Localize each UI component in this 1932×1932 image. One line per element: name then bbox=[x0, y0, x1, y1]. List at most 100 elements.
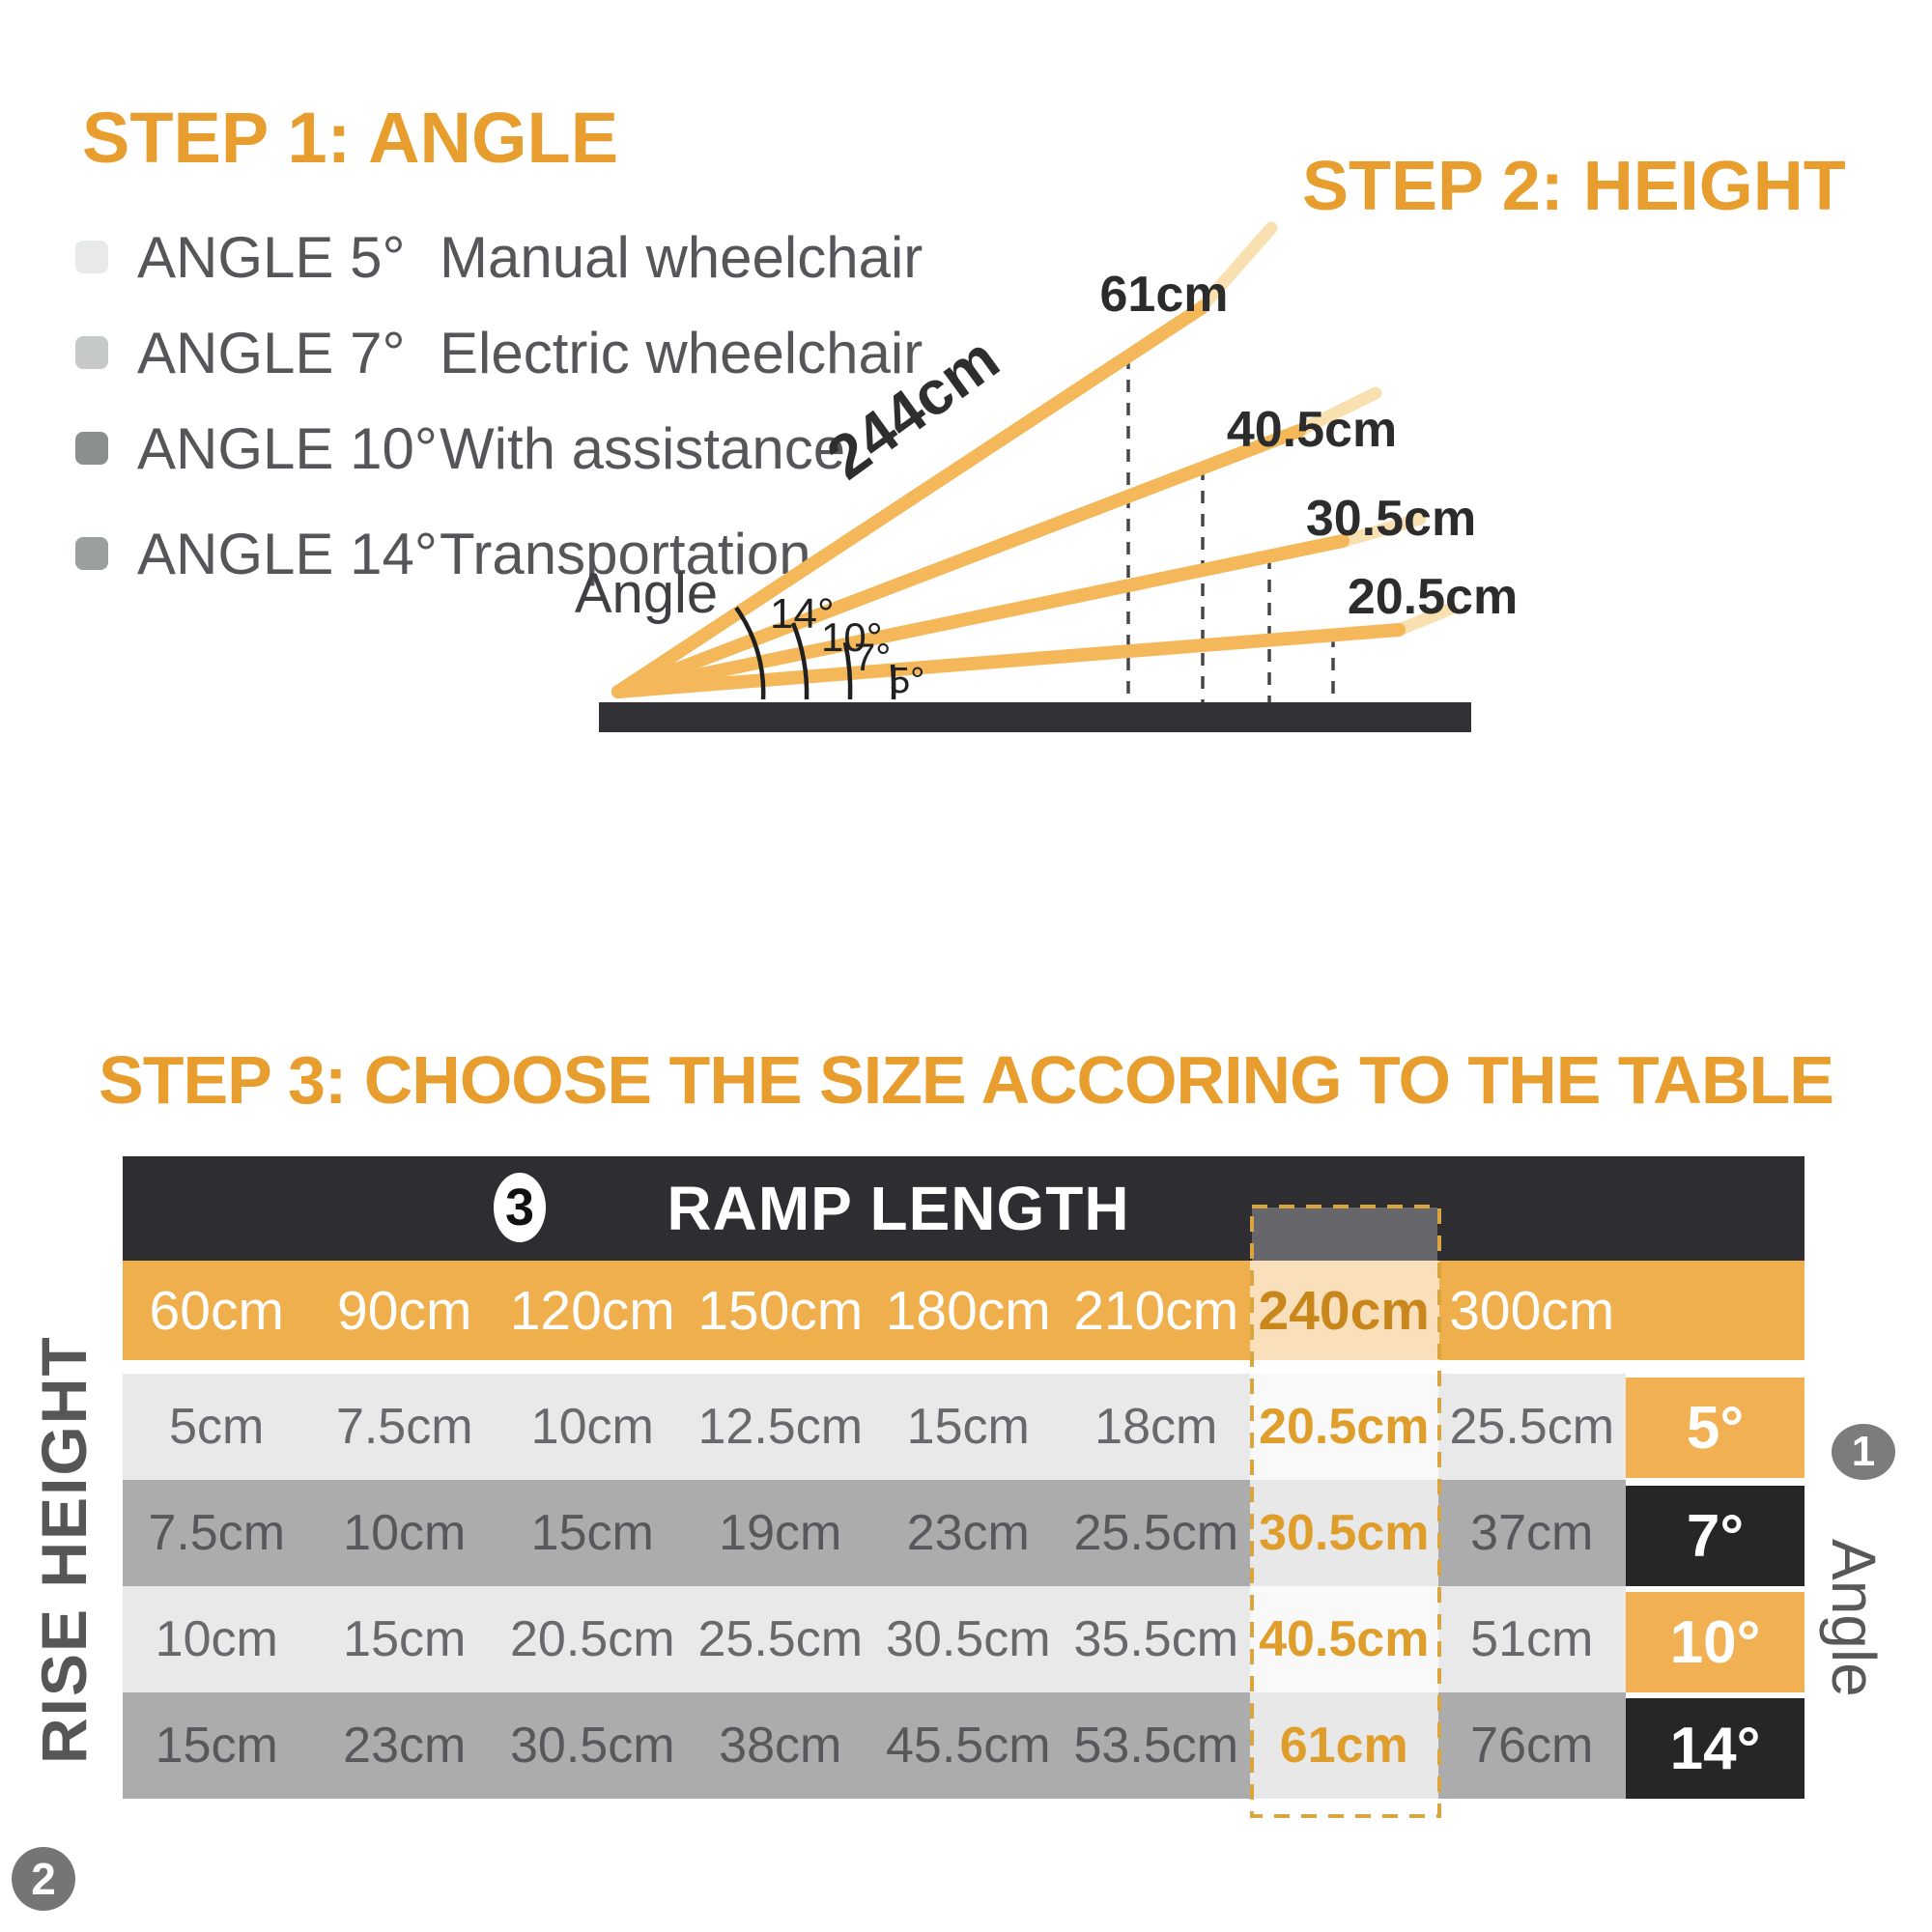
swatch-14deg-icon bbox=[75, 537, 108, 570]
angle-cell-5deg: 5° bbox=[1626, 1378, 1804, 1478]
col-header-120cm: 120cm bbox=[509, 1279, 675, 1342]
cell: 10cm bbox=[155, 1611, 278, 1667]
height-30-5cm-label: 30.5cm bbox=[1306, 491, 1476, 547]
ramp-length-244-label: 244cm bbox=[814, 324, 1011, 493]
ramp-length-header: RAMP LENGTH bbox=[667, 1174, 1130, 1243]
height-40-5cm-label: 40.5cm bbox=[1227, 402, 1397, 458]
legend-desc: Transportation bbox=[440, 521, 811, 586]
col-header-210cm: 210cm bbox=[1073, 1279, 1239, 1342]
ground-bar bbox=[599, 702, 1471, 732]
ramp-ray-7deg bbox=[611, 534, 1350, 698]
arc-10deg bbox=[790, 622, 810, 700]
table-row-14deg: 15cm 23cm 30.5cm 38cm 45.5cm 53.5cm 61cm… bbox=[123, 1692, 1626, 1799]
legend-item-14deg: ANGLE 14° Transportation bbox=[75, 505, 811, 602]
cell: 25.5cm bbox=[697, 1611, 864, 1667]
ramp-ray-5deg-tip bbox=[1390, 602, 1458, 638]
legend-label: ANGLE 10° bbox=[137, 415, 438, 481]
cell: 30.5cm bbox=[509, 1718, 675, 1774]
cell-highlighted: 61cm bbox=[1250, 1692, 1438, 1799]
cell: 53.5cm bbox=[1073, 1718, 1239, 1774]
arc-label-10deg: 10° bbox=[821, 614, 883, 660]
step-2-badge: 2 bbox=[12, 1847, 75, 1911]
ramp-ray-14deg bbox=[611, 300, 1209, 698]
cell: 19cm bbox=[719, 1505, 842, 1561]
step-3-badge: 3 bbox=[494, 1173, 546, 1242]
ramp-ray-10deg-tip bbox=[1291, 386, 1382, 439]
col-header-240cm-highlighted: 240cm bbox=[1258, 1279, 1431, 1342]
ramp-angle-diagram: Angle 244cm 61cm 40.5cm 30.5cm 20.5cm 14… bbox=[575, 221, 1518, 732]
angle-cell-7deg: 7° bbox=[1626, 1486, 1804, 1586]
legend-label: ANGLE 5° bbox=[137, 224, 406, 290]
col-header-300cm: 300cm bbox=[1449, 1279, 1615, 1342]
legend-item-7deg: ANGLE 7° Electric wheelchair bbox=[75, 304, 923, 401]
legend-desc: Manual wheelchair bbox=[440, 224, 923, 290]
col-header-150cm: 150cm bbox=[697, 1279, 864, 1342]
cell: 12.5cm bbox=[697, 1399, 864, 1455]
legend-item-5deg: ANGLE 5° Manual wheelchair bbox=[75, 209, 923, 305]
cell: 18cm bbox=[1094, 1399, 1218, 1455]
col-header-90cm: 90cm bbox=[337, 1279, 472, 1342]
column-header-row: 60cm 90cm 120cm 150cm 180cm 210cm 240cm … bbox=[123, 1261, 1804, 1360]
table-row-5deg: 5cm 7.5cm 10cm 12.5cm 15cm 18cm 20.5cm 2… bbox=[123, 1374, 1626, 1480]
cell: 23cm bbox=[343, 1718, 467, 1774]
legend-label: ANGLE 7° bbox=[137, 320, 406, 385]
swatch-10deg-icon bbox=[75, 432, 108, 465]
arc-label-14deg: 14° bbox=[770, 590, 835, 638]
cell: 51cm bbox=[1470, 1611, 1594, 1667]
table-row-10deg: 10cm 15cm 20.5cm 25.5cm 30.5cm 35.5cm 40… bbox=[123, 1586, 1626, 1692]
swatch-5deg-icon bbox=[75, 241, 108, 273]
table-row-7deg: 7.5cm 10cm 15cm 19cm 23cm 25.5cm 30.5cm … bbox=[123, 1480, 1626, 1586]
rise-height-axis-label: RISE HEIGHT bbox=[28, 1335, 99, 1764]
step-1-badge: 1 bbox=[1832, 1424, 1895, 1480]
ramp-ray-10deg bbox=[611, 424, 1306, 698]
cell: 15cm bbox=[155, 1718, 278, 1774]
legend-desc: With assistance bbox=[440, 415, 846, 481]
ramp-ray-14deg-tip bbox=[1194, 221, 1278, 315]
cell: 23cm bbox=[906, 1505, 1030, 1561]
cell: 10cm bbox=[530, 1399, 654, 1455]
angle-axis-label: Angle bbox=[1819, 1539, 1889, 1697]
cell: 45.5cm bbox=[885, 1718, 1051, 1774]
cell: 10cm bbox=[343, 1505, 467, 1561]
cell: 20.5cm bbox=[509, 1611, 675, 1667]
cell: 76cm bbox=[1470, 1718, 1594, 1774]
cell: 30.5cm bbox=[885, 1611, 1051, 1667]
cell: 37cm bbox=[1470, 1505, 1594, 1561]
col-header-60cm: 60cm bbox=[149, 1279, 284, 1342]
table-header-bar: 3 RAMP LENGTH bbox=[123, 1156, 1804, 1261]
swatch-7deg-icon bbox=[75, 336, 108, 369]
cell: 15cm bbox=[530, 1505, 654, 1561]
cell: 25.5cm bbox=[1449, 1399, 1615, 1455]
step1-title: STEP 1: ANGLE bbox=[82, 98, 619, 178]
angle-cell-10deg: 10° bbox=[1626, 1592, 1804, 1692]
angle-cell-14deg: 14° bbox=[1626, 1698, 1804, 1799]
cell: 35.5cm bbox=[1073, 1611, 1239, 1667]
cell: 38cm bbox=[719, 1718, 842, 1774]
cell: 7.5cm bbox=[335, 1399, 473, 1455]
step3-title: STEP 3: CHOOSE THE SIZE ACCORING TO THE … bbox=[99, 1042, 1834, 1118]
legend-label: ANGLE 14° bbox=[137, 521, 438, 586]
cell: 15cm bbox=[906, 1399, 1030, 1455]
cell: 5cm bbox=[169, 1399, 265, 1455]
col-header-180cm: 180cm bbox=[885, 1279, 1051, 1342]
arc-14deg bbox=[734, 606, 766, 700]
arc-7deg bbox=[842, 641, 853, 700]
height-20-5cm-label: 20.5cm bbox=[1348, 569, 1518, 625]
height-61cm-label: 61cm bbox=[1100, 267, 1229, 323]
highlight-column-cap bbox=[1252, 1208, 1437, 1261]
arc-label-7deg: 7° bbox=[854, 637, 891, 679]
legend-desc: Electric wheelchair bbox=[440, 320, 923, 385]
step2-title: STEP 2: HEIGHT bbox=[1302, 148, 1846, 225]
cell: 25.5cm bbox=[1073, 1505, 1239, 1561]
cell: 15cm bbox=[343, 1611, 467, 1667]
cell: 7.5cm bbox=[148, 1505, 286, 1561]
arc-label-5deg: 5° bbox=[890, 661, 924, 701]
cell-highlighted: 40.5cm bbox=[1250, 1586, 1438, 1692]
ramp-ray-5deg bbox=[611, 623, 1406, 698]
cell-highlighted: 30.5cm bbox=[1250, 1480, 1438, 1586]
angle-word-label: Angle bbox=[575, 562, 718, 625]
cell-highlighted: 20.5cm bbox=[1250, 1374, 1438, 1480]
legend-item-10deg: ANGLE 10° With assistance bbox=[75, 400, 845, 497]
ramp-ray-7deg-tip bbox=[1334, 512, 1427, 549]
